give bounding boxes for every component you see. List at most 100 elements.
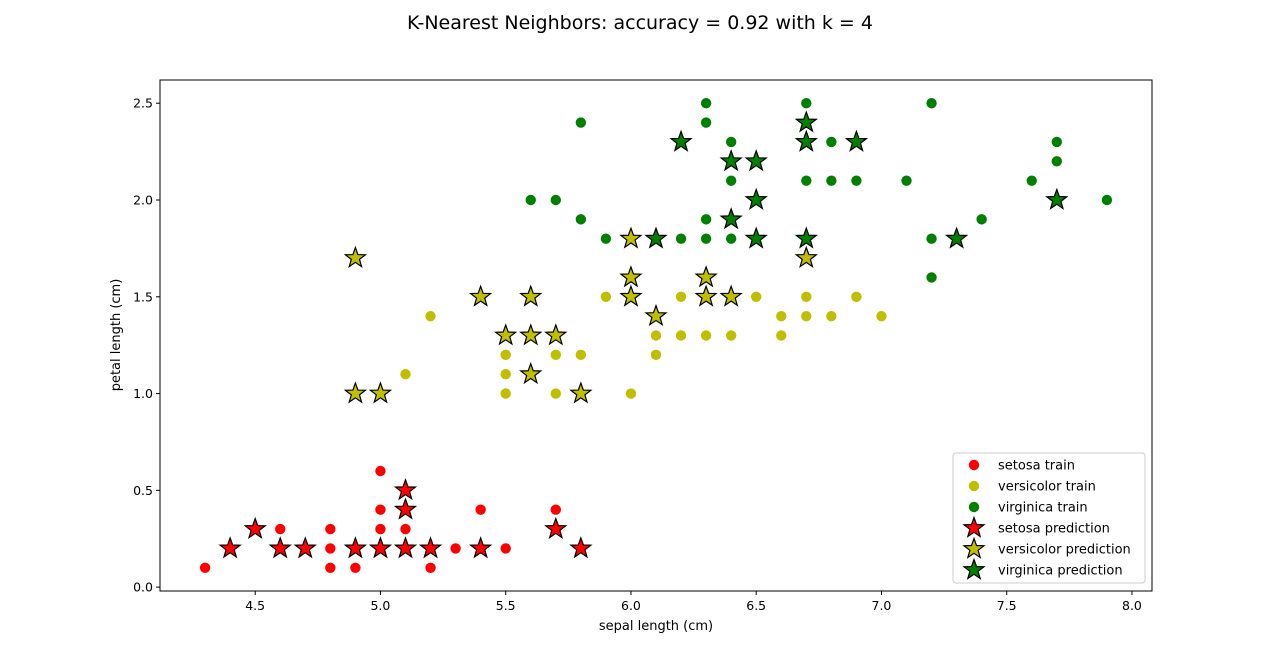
versicolor-prediction-point [468, 284, 493, 307]
legend-label: setosa prediction [998, 522, 1110, 537]
virginica-prediction-point [1045, 187, 1069, 210]
versicolor-prediction-point [569, 381, 593, 404]
versicolor-train-point [700, 330, 712, 341]
legend-circle-marker [968, 501, 980, 513]
setosa-train-point [375, 523, 386, 535]
virginica-train-point [826, 175, 837, 186]
legend-circle-marker [968, 459, 980, 471]
virginica-train-point [525, 194, 536, 206]
setosa-prediction-point [418, 536, 443, 559]
virginica-train-point [575, 214, 587, 225]
virginica-prediction-point [719, 207, 743, 230]
setosa-train-point [325, 543, 336, 554]
x-axis-ticks: 4.5 5.0 5.5 6.0 6.5 7.0 7.5 8.0 [245, 591, 1142, 613]
virginica-train-point [725, 233, 737, 244]
versicolor-train-point [550, 388, 561, 399]
y-tick-label: 0.5 [133, 483, 153, 498]
setosa-train-point [325, 562, 336, 573]
setosa-train-point [375, 465, 386, 477]
versicolor-prediction-point [619, 226, 643, 249]
legend-star-marker [962, 515, 986, 538]
virginica-prediction-point [744, 187, 768, 210]
setosa-train-point [325, 523, 336, 535]
versicolor-prediction-point [794, 245, 818, 269]
virginica-train-point [725, 136, 737, 148]
legend-item-setosa-prediction: setosa prediction [962, 515, 1110, 538]
virginica-train-point [1026, 175, 1037, 186]
legend-star-marker [962, 536, 986, 559]
virginica-train-point [1051, 156, 1063, 167]
y-tick-label: 2.5 [133, 96, 153, 111]
virginica-train-point [801, 175, 812, 186]
virginica-prediction-point [744, 226, 768, 249]
versicolor-train-point [550, 349, 561, 361]
chart-title: K-Nearest Neighbors: accuracy = 0.92 wit… [407, 12, 873, 34]
versicolor-prediction-series [343, 226, 818, 404]
virginica-prediction-point [794, 129, 818, 152]
setosa-prediction-point [393, 536, 418, 559]
virginica-train-point [926, 272, 937, 283]
virginica-train-point [700, 233, 712, 244]
versicolor-prediction-point [519, 323, 543, 346]
versicolor-prediction-point [719, 284, 743, 307]
versicolor-train-point [675, 291, 687, 302]
versicolor-train-point [801, 310, 812, 322]
setosa-prediction-point [343, 536, 368, 559]
virginica-train-point [600, 233, 612, 244]
legend-item-virginica-prediction: virginica prediction [962, 557, 1123, 580]
y-tick-label: 1.0 [133, 386, 153, 401]
versicolor-train-point [600, 291, 612, 302]
x-tick-label: 7.0 [872, 598, 892, 613]
setosa-train-point [425, 562, 436, 573]
setosa-train-point [350, 562, 361, 573]
legend-label: setosa train [998, 459, 1075, 474]
setosa-train-point [400, 523, 411, 535]
setosa-train-point [275, 523, 286, 535]
virginica-train-point [700, 98, 712, 109]
legend-circle-marker [968, 480, 980, 492]
virginica-train-point [826, 136, 837, 148]
virginica-train-point [851, 175, 862, 186]
virginica-prediction-point [794, 110, 818, 133]
versicolor-prediction-point [644, 303, 668, 327]
versicolor-train-series [400, 291, 887, 399]
virginica-prediction-point [844, 129, 869, 152]
legend-label: virginica train [998, 501, 1088, 516]
versicolor-train-point [625, 388, 637, 399]
versicolor-train-point [650, 349, 662, 361]
legend-item-versicolor-train: versicolor train [968, 480, 1096, 495]
versicolor-train-point [650, 330, 662, 341]
virginica-train-point [550, 194, 561, 206]
virginica-train-point [1101, 194, 1113, 206]
virginica-train-point [1051, 136, 1063, 148]
virginica-prediction-point [794, 226, 818, 249]
setosa-prediction-series [218, 478, 593, 559]
versicolor-prediction-point [694, 265, 718, 288]
x-tick-label: 7.5 [997, 598, 1017, 613]
virginica-prediction-point [944, 226, 969, 249]
x-tick-label: 6.5 [746, 598, 766, 613]
x-axis-label: sepal length (cm) [599, 619, 713, 634]
virginica-prediction-series [644, 110, 1069, 249]
plot-marks [199, 98, 1113, 573]
versicolor-train-point [500, 349, 511, 361]
legend-label: versicolor prediction [998, 543, 1131, 558]
setosa-train-point [450, 543, 461, 554]
setosa-prediction-point [393, 478, 418, 501]
y-tick-label: 2.0 [133, 193, 153, 208]
y-axis-ticks: 0.0 0.5 1.0 1.5 2.0 2.5 [133, 96, 160, 595]
setosa-prediction-point [544, 516, 568, 539]
virginica-prediction-point [744, 149, 768, 172]
versicolor-prediction-point [519, 284, 543, 307]
virginica-train-point [725, 175, 737, 186]
virginica-train-series [525, 98, 1113, 283]
legend-label: virginica prediction [998, 564, 1123, 579]
virginica-train-point [700, 117, 712, 128]
y-axis-label: petal length (cm) [109, 279, 124, 392]
versicolor-prediction-point [619, 265, 643, 288]
legend-label: versicolor train [998, 480, 1096, 495]
legend-item-versicolor-prediction: versicolor prediction [962, 536, 1131, 559]
setosa-prediction-point [368, 536, 393, 559]
virginica-train-point [926, 233, 937, 244]
